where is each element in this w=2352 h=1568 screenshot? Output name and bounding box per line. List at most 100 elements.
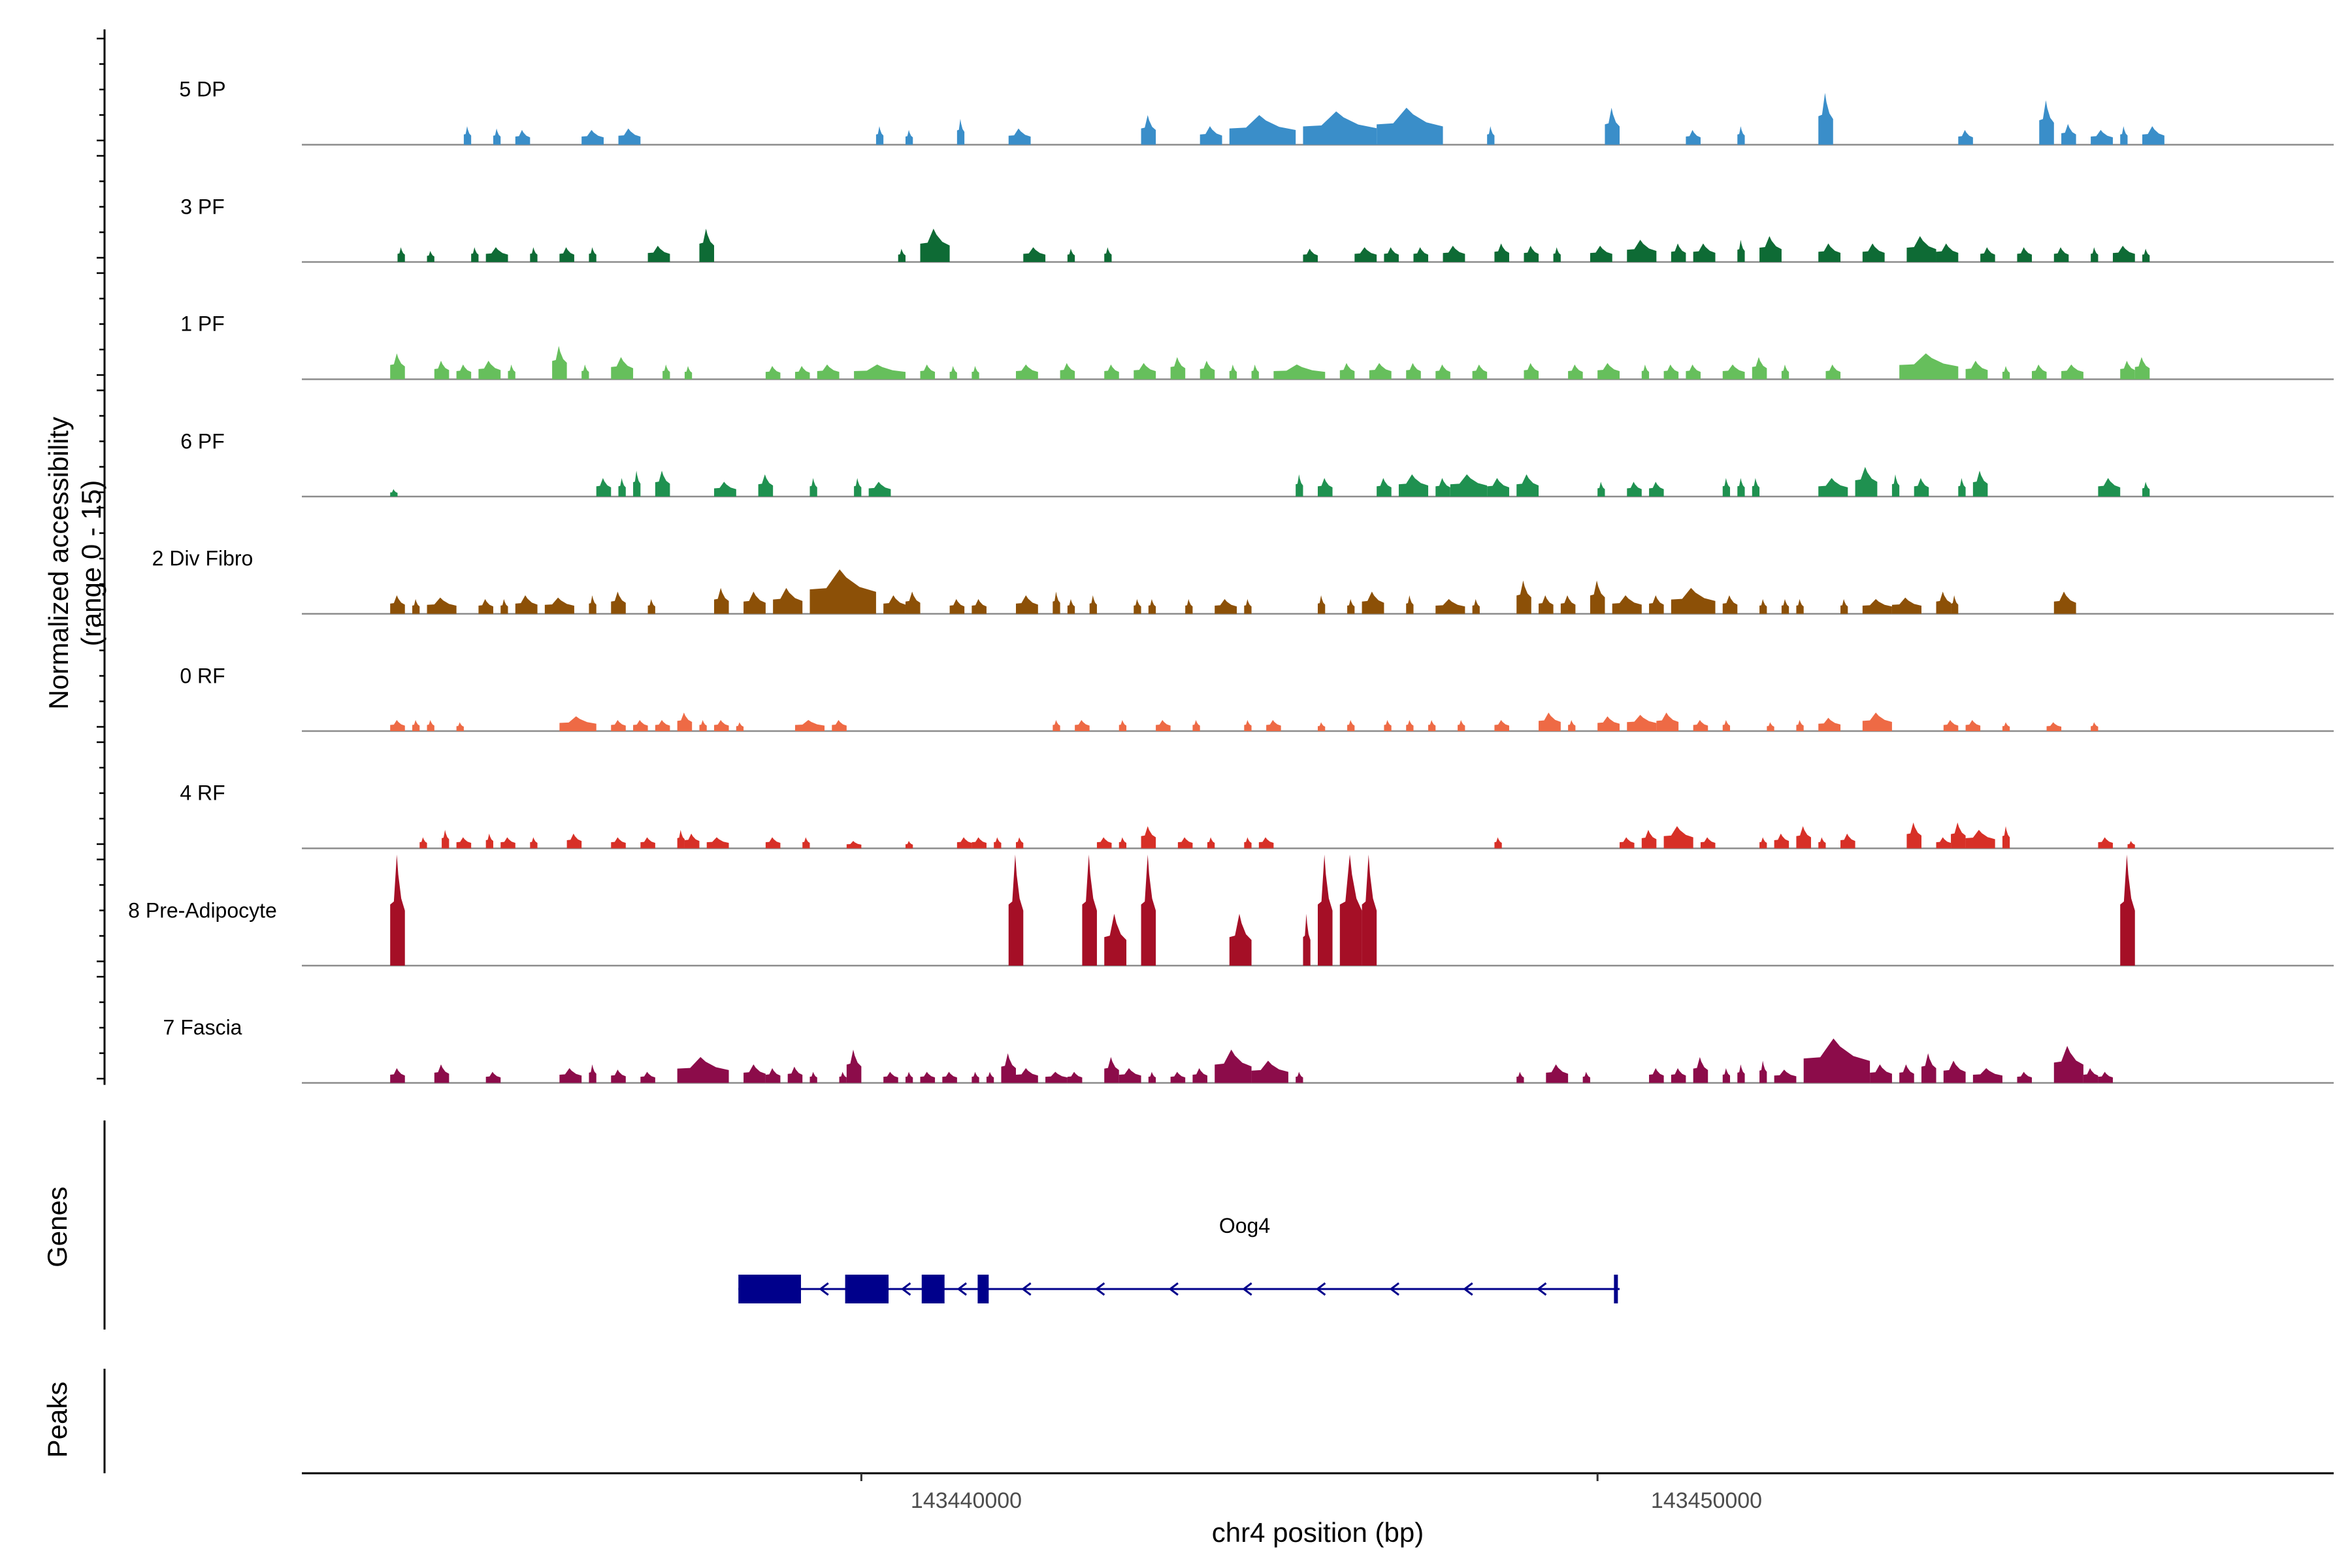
- coverage-peak: [1428, 720, 1436, 731]
- coverage-peak: [390, 1068, 405, 1083]
- coverage-peak: [1951, 822, 1966, 849]
- coverage-peak: [2127, 841, 2135, 849]
- strand-arrow-icon: [1094, 1282, 1105, 1296]
- coverage-peak: [1972, 1068, 2002, 1083]
- coverage-peak: [1759, 837, 1767, 849]
- strand-arrow-icon: [819, 1282, 829, 1296]
- coverage-peak: [1516, 580, 1531, 614]
- coverage-peak: [640, 1071, 655, 1083]
- coverage-peak: [1141, 826, 1156, 849]
- coverage-peak: [397, 247, 405, 262]
- coverage-peak: [920, 1071, 936, 1083]
- coverage-peak: [390, 595, 405, 614]
- coverage-peak: [1406, 363, 1421, 380]
- coverage-peak: [1870, 1064, 1892, 1083]
- coverage-peak: [1914, 478, 1929, 497]
- coverage-peak: [1384, 247, 1399, 262]
- coverage-peak: [1170, 357, 1186, 380]
- coverage-peak: [2061, 123, 2076, 145]
- coverage-peak: [1796, 598, 1804, 614]
- coverage-peak: [611, 720, 626, 731]
- coverage-peak: [1597, 363, 1620, 380]
- coverage-peak: [809, 1071, 817, 1083]
- coverage-peak: [471, 247, 479, 262]
- coverage-peak: [1016, 837, 1024, 849]
- coverage-peak: [972, 366, 979, 380]
- coverage-peak: [647, 598, 655, 614]
- coverage-peak: [1339, 855, 1362, 966]
- coverage-peak: [1855, 466, 1878, 497]
- coverage-peak: [1619, 837, 1635, 849]
- coverage-peak: [699, 720, 707, 731]
- coverage-peak: [515, 595, 538, 614]
- coverage-peak: [1906, 236, 1936, 262]
- coverage-peak: [530, 837, 538, 849]
- coverage-peak: [1818, 717, 1841, 731]
- coverage-peak: [839, 1071, 847, 1083]
- coverage-peak: [1104, 247, 1112, 262]
- coverage-peak: [1671, 587, 1716, 614]
- coverage-peak: [1362, 855, 1377, 966]
- coverage-peak: [633, 470, 641, 497]
- coverage-peak: [1215, 598, 1237, 614]
- track-8-pre-adipocyte: [302, 855, 2334, 967]
- coverage-peak: [1722, 478, 1731, 497]
- coverage-peak: [1494, 243, 1509, 262]
- gene-exon: [977, 1275, 989, 1303]
- coverage-peak: [1818, 93, 1833, 145]
- coverage-peak: [640, 837, 655, 849]
- coverage-peak: [2061, 364, 2083, 380]
- y-axis-title-main: Normalized accessibility: [43, 416, 74, 710]
- coverage-peak: [854, 478, 862, 497]
- coverage-peak: [1258, 837, 1274, 849]
- coverage-peak: [994, 837, 1002, 849]
- coverage-peak: [427, 720, 434, 731]
- gene-exon: [921, 1275, 945, 1303]
- coverage-peak: [2120, 855, 2135, 966]
- coverage-peak: [2039, 100, 2054, 145]
- gene-end-cap: [1614, 1275, 1618, 1303]
- coverage-peak: [618, 128, 641, 145]
- coverage-peak: [1207, 837, 1215, 849]
- coverage-peak: [2083, 1068, 2099, 1083]
- coverage-tracks: [302, 93, 2334, 1084]
- coverage-peak: [1649, 1068, 1664, 1083]
- coverage-peak: [1774, 1070, 1797, 1083]
- coverage-peak: [1582, 1071, 1590, 1083]
- strand-arrow-icon: [1315, 1282, 1326, 1296]
- coverage-peak: [1767, 722, 1774, 731]
- coverage-peak: [1192, 1068, 1207, 1083]
- coverage-peak: [1318, 722, 1326, 731]
- coverage-peak: [1693, 1056, 1708, 1083]
- coverage-peak: [390, 489, 398, 497]
- coverage-peak: [1965, 830, 1995, 849]
- coverage-peak: [1347, 598, 1355, 614]
- strand-arrow-icon: [1242, 1282, 1252, 1296]
- coverage-peak: [875, 126, 884, 145]
- coverage-peak: [972, 1071, 979, 1083]
- coverage-peak: [1200, 126, 1222, 145]
- track-6-pf: [302, 466, 2334, 498]
- coverage-peak: [2091, 722, 2099, 731]
- coverage-peak: [1539, 595, 1554, 614]
- coverage-peak: [1862, 712, 1892, 731]
- coverage-peak: [1627, 482, 1642, 497]
- y-axis-title-range: (range 0 - 15): [76, 480, 106, 647]
- coverage-peak: [920, 229, 950, 262]
- coverage-peak: [559, 716, 596, 731]
- track-3-pf: [302, 229, 2334, 263]
- coverage-peak: [1862, 598, 1892, 614]
- coverage-peak: [1803, 1038, 1870, 1083]
- coverage-peak: [1641, 830, 1657, 849]
- coverage-peak: [1590, 246, 1612, 262]
- coverage-peak: [905, 129, 913, 145]
- coverage-peak: [456, 722, 464, 731]
- coverage-peak: [1663, 364, 1679, 380]
- coverage-peak: [1818, 243, 1841, 262]
- coverage-peak: [956, 118, 965, 145]
- coverage-peak: [1980, 247, 1995, 262]
- gene-name-label: Oog4: [1218, 1214, 1271, 1237]
- coverage-peak: [2053, 1045, 2083, 1083]
- coverage-peak: [456, 837, 472, 849]
